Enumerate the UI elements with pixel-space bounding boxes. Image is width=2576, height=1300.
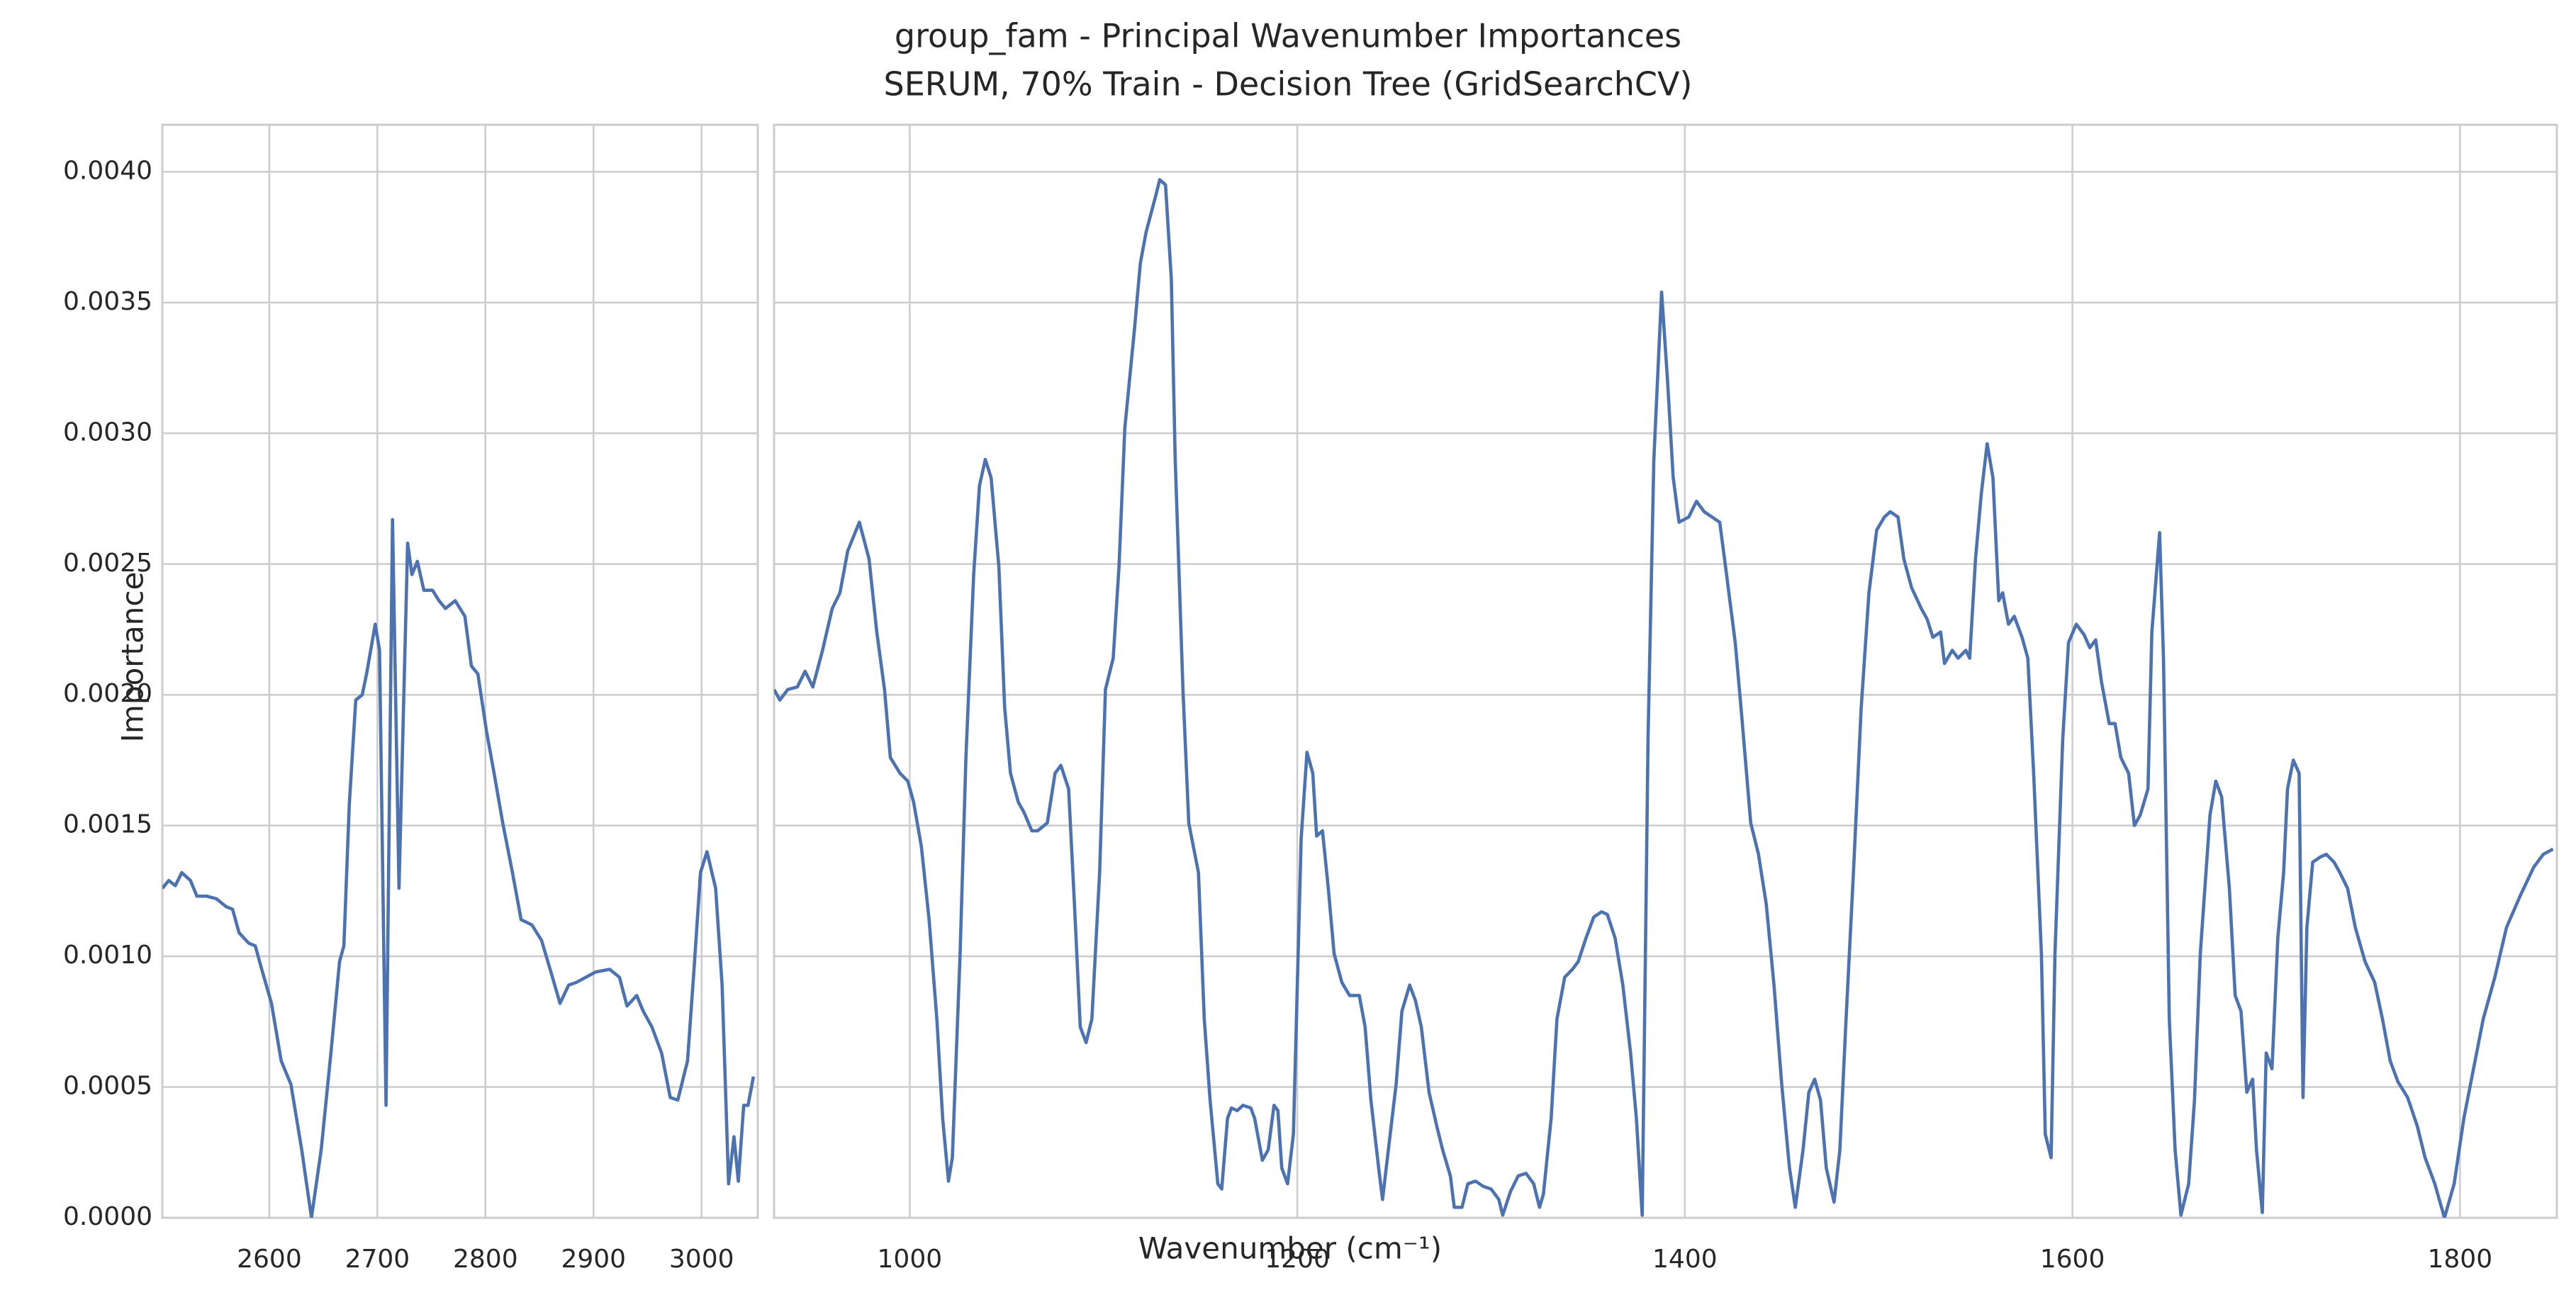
x-tick-label: 2700 — [345, 1245, 410, 1274]
chart-subtitle: SERUM, 70% Train - Decision Tree (GridSe… — [884, 65, 1693, 103]
x-tick-label: 1000 — [878, 1245, 943, 1274]
x-tick-label: 1400 — [1652, 1245, 1718, 1274]
x-tick-label: 1600 — [2040, 1245, 2105, 1274]
y-tick-label: 0.0010 — [63, 941, 152, 970]
axes-frame — [773, 123, 2558, 1219]
y-tick-label: 0.0035 — [63, 287, 152, 316]
x-tick-label: 3000 — [669, 1245, 734, 1274]
x-tick-label: 1200 — [1265, 1245, 1330, 1274]
y-tick-label: 0.0015 — [63, 810, 152, 839]
x-tick-label: 1800 — [2428, 1245, 2493, 1274]
y-axis-label: Importance — [116, 572, 150, 743]
chart-title: group_fam - Principal Wavenumber Importa… — [895, 17, 1681, 55]
y-tick-label: 0.0020 — [63, 679, 152, 708]
data-line — [162, 517, 756, 1218]
x-tick-label: 2600 — [237, 1245, 302, 1274]
x-tick-label: 2900 — [561, 1245, 626, 1274]
x-tick-label: 2800 — [453, 1245, 518, 1274]
data-line — [774, 178, 2554, 1218]
y-tick-label: 0.0030 — [63, 418, 152, 447]
y-tick-label: 0.0005 — [63, 1072, 152, 1101]
y-tick-label: 0.0000 — [63, 1202, 152, 1231]
x-axis-label: Wavenumber (cm⁻¹) — [1138, 1231, 1442, 1266]
y-tick-label: 0.0025 — [63, 549, 152, 578]
y-tick-label: 0.0040 — [63, 156, 152, 185]
axes-frame — [161, 123, 759, 1219]
